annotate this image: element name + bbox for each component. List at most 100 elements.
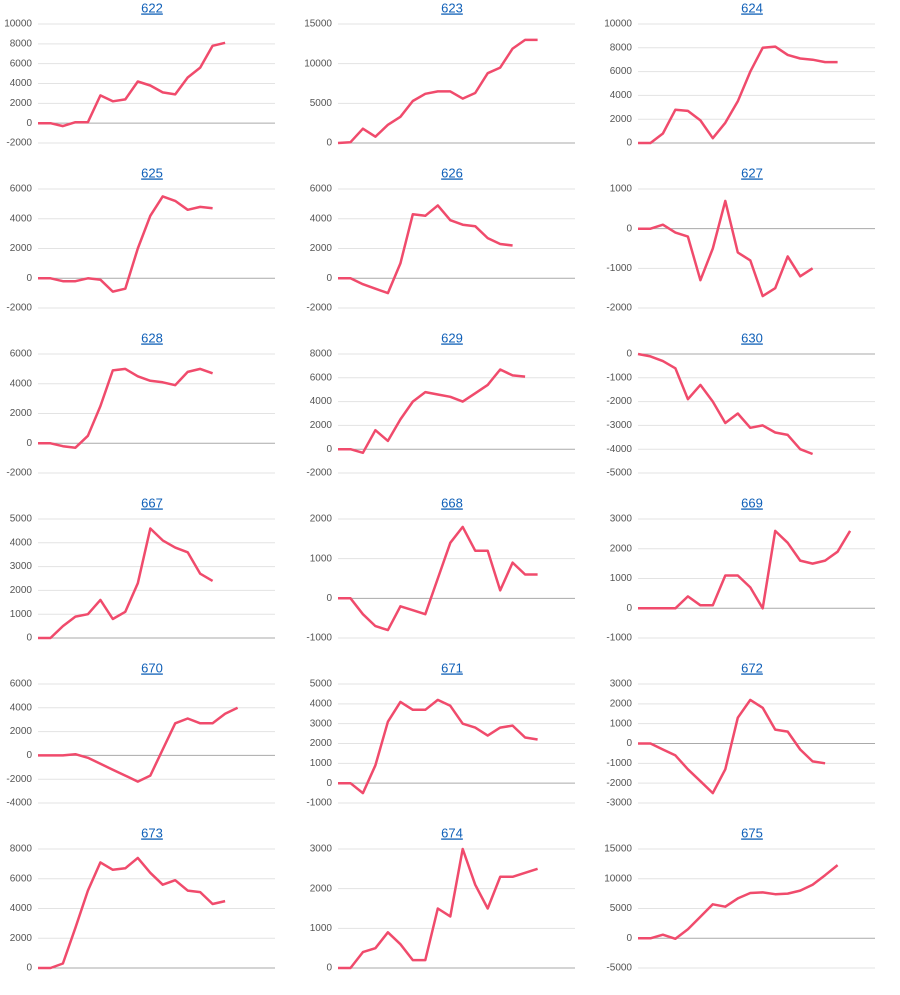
y-tick-label: 1000 [310,758,333,769]
y-tick-label: -1000 [606,633,632,644]
y-tick-label: 5000 [10,514,33,525]
y-tick-label: 1000 [610,573,633,584]
y-tick-label: 0 [626,349,632,360]
y-tick-label: 5000 [310,98,333,109]
chart-title[interactable]: 675 [741,825,763,840]
chart-title[interactable]: 673 [141,825,163,840]
y-tick-label: 6000 [10,349,33,360]
y-tick-label: 0 [326,138,332,149]
y-tick-label: 10000 [304,58,332,69]
y-tick-label: 6000 [10,873,33,884]
chart-title[interactable]: 669 [741,495,763,510]
chart-title[interactable]: 629 [441,330,463,345]
y-tick-label: -2000 [606,303,632,314]
y-tick-label: 3000 [610,679,633,690]
y-tick-label: 2000 [610,114,633,125]
y-tick-label: 10000 [604,873,632,884]
y-tick-label: 0 [626,138,632,149]
y-tick-label: 0 [626,223,632,234]
y-tick-label: 4000 [10,702,33,713]
y-tick-label: 0 [626,603,632,614]
y-tick-label: 0 [326,273,332,284]
y-tick-label: 3000 [610,514,633,525]
y-tick-label: 1000 [310,553,333,564]
y-tick-label: 3000 [310,844,333,855]
y-tick-label: 5000 [310,679,333,690]
y-tick-label: 4000 [610,90,633,101]
line [637,352,814,456]
y-tick-label: 0 [326,778,332,789]
y-tick-label: -1000 [606,372,632,383]
y-tick-label: 5000 [610,903,633,914]
y-tick-label: -2000 [306,303,332,314]
y-tick-label: 1000 [10,609,33,620]
y-tick-label: 2000 [10,98,33,109]
chart-title[interactable]: 668 [441,495,463,510]
chart-title[interactable]: 622 [141,0,163,15]
y-tick-label: 0 [26,750,32,761]
chart-title[interactable]: 623 [441,0,463,15]
line [638,45,838,145]
chart-title[interactable]: 674 [441,825,463,840]
y-tick-label: -5000 [606,468,632,479]
y-tick-label: 10000 [604,19,632,30]
y-tick-label: 15000 [604,844,632,855]
y-tick-label: 6000 [10,58,33,69]
chart-title[interactable]: 625 [141,165,163,180]
y-tick-label: 0 [26,633,32,644]
y-tick-label: 8000 [10,844,33,855]
y-tick-label: 8000 [310,349,333,360]
y-tick-label: 4000 [10,903,33,914]
y-tick-label: 2000 [310,883,333,894]
y-tick-label: 0 [626,933,632,944]
y-tick-label: 0 [26,273,32,284]
y-tick-label: 2000 [10,408,33,419]
y-tick-label: 2000 [10,243,33,254]
chart-title[interactable]: 630 [741,330,763,345]
y-tick-label: 8000 [10,38,33,49]
y-tick-label: 6000 [610,66,633,77]
y-tick-label: 0 [626,738,632,749]
line [338,847,538,970]
y-tick-label: 2000 [10,933,33,944]
y-tick-label: -1000 [306,633,332,644]
chart-title[interactable]: 624 [741,0,763,15]
y-tick-label: 2000 [610,543,633,554]
y-tick-label: 4000 [310,213,333,224]
chart-title[interactable]: 628 [141,330,163,345]
y-tick-label: 1000 [610,184,633,195]
y-tick-label: 15000 [304,19,332,30]
chart-title[interactable]: 626 [441,165,463,180]
y-tick-label: -2000 [6,774,32,785]
y-tick-label: 2000 [310,738,333,749]
y-tick-label: -1000 [306,798,332,809]
y-tick-label: 4000 [10,78,33,89]
chart-title[interactable]: 627 [741,165,763,180]
y-tick-label: 8000 [610,42,633,53]
chart-title[interactable]: 670 [141,660,163,675]
line [638,199,814,298]
chart-title[interactable]: 672 [741,660,763,675]
y-tick-label: 0 [26,118,32,129]
y-tick-label: 4000 [10,378,33,389]
line [338,525,538,632]
line [38,856,226,970]
y-tick-label: 2000 [610,698,633,709]
y-tick-label: 0 [326,444,332,455]
y-tick-label: 2000 [310,243,333,254]
y-tick-label: -2000 [306,468,332,479]
line [338,204,513,295]
line [638,864,839,941]
y-tick-label: -2000 [6,138,32,149]
y-tick-label: 6000 [310,184,333,195]
y-tick-label: -1000 [606,758,632,769]
line [338,698,538,795]
line [38,195,213,293]
chart-title[interactable]: 667 [141,495,163,510]
y-tick-label: -2000 [606,396,632,407]
y-tick-label: -2000 [6,468,32,479]
y-tick-label: 0 [26,963,32,974]
line [638,698,826,795]
chart-title[interactable]: 671 [441,660,463,675]
